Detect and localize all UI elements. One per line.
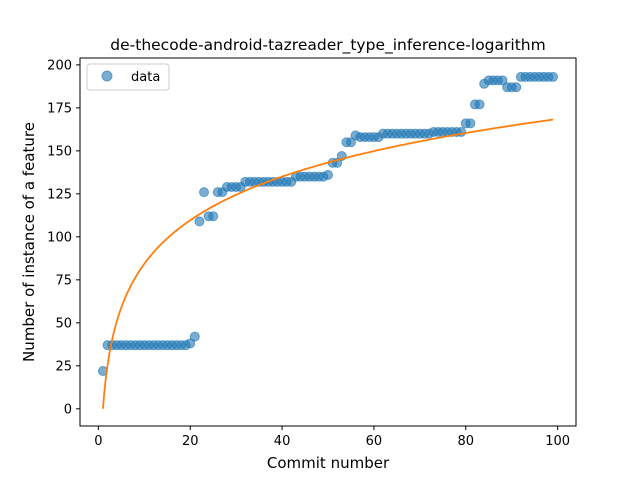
- data-point: [474, 99, 485, 110]
- y-tick-label: 150: [47, 144, 72, 159]
- data-point: [345, 137, 356, 148]
- data-point: [199, 187, 209, 198]
- y-tick-label: 0: [64, 402, 72, 417]
- data-point: [497, 75, 508, 86]
- y-axis-label: Number of instance of a feature: [20, 122, 38, 362]
- x-tick-label: 100: [545, 434, 570, 449]
- fit-line: [102, 118, 554, 409]
- x-axis: 0 20 40 60 80 100: [94, 426, 570, 449]
- legend-marker: [101, 70, 113, 82]
- y-tick-label: 175: [47, 101, 72, 116]
- x-tick-label: 80: [458, 434, 475, 449]
- x-tick-label: 0: [94, 434, 102, 449]
- legend: data: [86, 63, 170, 91]
- plot-area: [97, 71, 559, 409]
- x-tick-label: 40: [274, 434, 291, 449]
- y-tick-label: 125: [47, 187, 72, 202]
- data-point: [189, 331, 200, 342]
- axes-frame: [79, 57, 577, 427]
- y-tick-label: 75: [55, 273, 72, 288]
- data-point: [465, 118, 476, 129]
- data-point: [323, 169, 333, 180]
- y-tick-label: 100: [47, 230, 72, 245]
- y-tick-label: 50: [55, 316, 72, 331]
- y-axis: 0 25 50 75 100 125 150 175 200: [47, 58, 80, 417]
- data-point: [185, 338, 196, 349]
- x-axis-label: Commit number: [267, 454, 390, 472]
- data-point: [511, 82, 522, 93]
- legend-box: [86, 63, 170, 91]
- data-point: [194, 216, 205, 227]
- y-tick-label: 200: [47, 58, 72, 73]
- data-point: [548, 71, 559, 82]
- legend-label: data: [131, 70, 160, 85]
- x-tick-label: 60: [366, 434, 383, 449]
- data-point: [208, 211, 219, 222]
- y-tick-label: 25: [55, 359, 72, 374]
- chart-title: de-thecode-android-tazreader_type_infere…: [110, 36, 545, 55]
- x-tick-label: 20: [182, 434, 199, 449]
